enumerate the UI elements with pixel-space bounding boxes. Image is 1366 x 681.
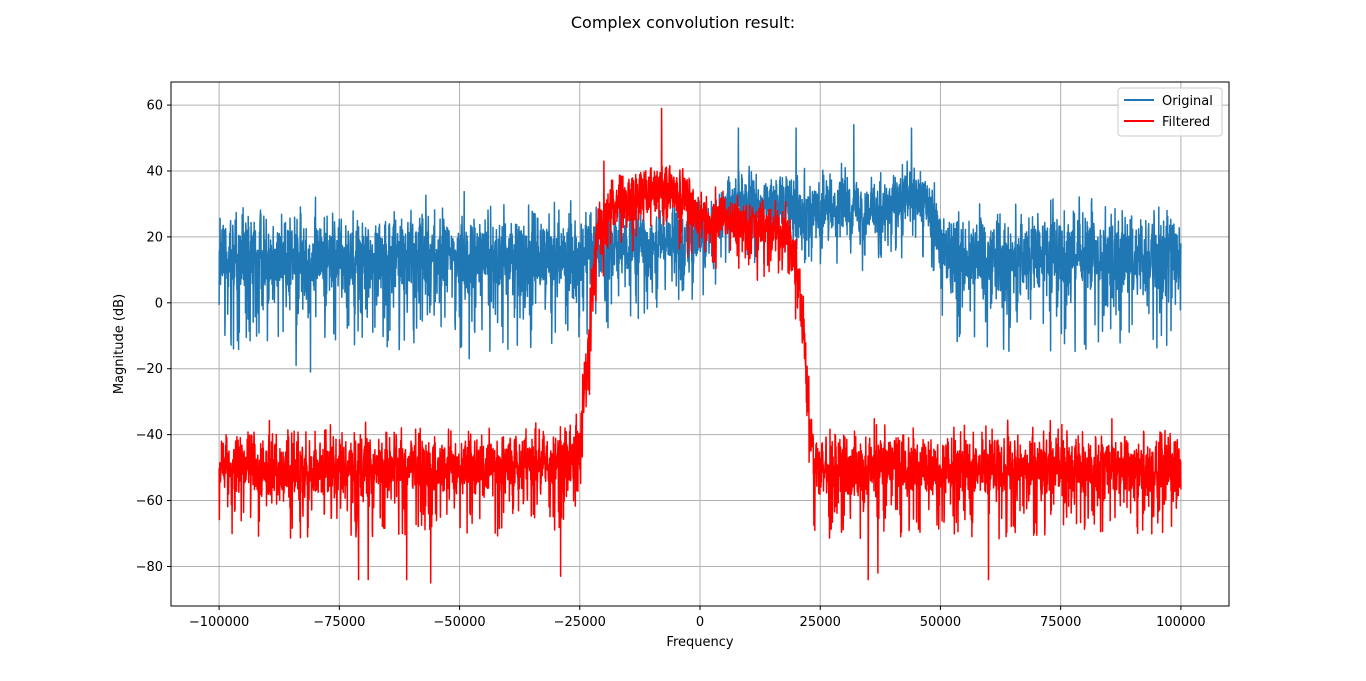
- y-tick-label: 40: [146, 164, 163, 179]
- x-axis: −100000 −75000 −50000 −25000 0 25000 50000 7500…: [189, 606, 1206, 630]
- legend-label-original: Original: [1162, 94, 1213, 109]
- x-axis-label: Frequency: [666, 635, 733, 650]
- x-tick-label: −100000: [189, 615, 250, 630]
- y-tick-label: 0: [155, 296, 163, 311]
- y-tick-label: −80: [136, 560, 163, 575]
- x-tick-label: 100000: [1156, 615, 1206, 630]
- y-tick-label: 20: [146, 230, 163, 245]
- legend: Original Filtered: [1117, 87, 1223, 137]
- legend-label-filtered: Filtered: [1162, 115, 1210, 130]
- y-tick-label: −60: [136, 494, 163, 509]
- y-tick-label: 60: [146, 99, 163, 114]
- x-tick-label: 0: [696, 615, 704, 630]
- x-tick-label: 75000: [1040, 615, 1081, 630]
- x-tick-label: −75000: [313, 615, 365, 630]
- y-axis: 60 40 20 0 −20 −40 −60 −80: [136, 99, 171, 575]
- y-tick-label: −40: [136, 428, 163, 443]
- x-tick-label: 50000: [920, 615, 961, 630]
- y-axis-label: Magnitude (dB): [112, 294, 127, 394]
- series-layer: [218, 107, 1182, 584]
- y-tick-label: −20: [136, 362, 163, 377]
- x-tick-label: 25000: [800, 615, 841, 630]
- x-tick-label: −50000: [433, 615, 485, 630]
- x-tick-label: −25000: [554, 615, 606, 630]
- chart-title: Complex convolution result:: [571, 13, 795, 32]
- series-line-filtered: [218, 107, 1182, 584]
